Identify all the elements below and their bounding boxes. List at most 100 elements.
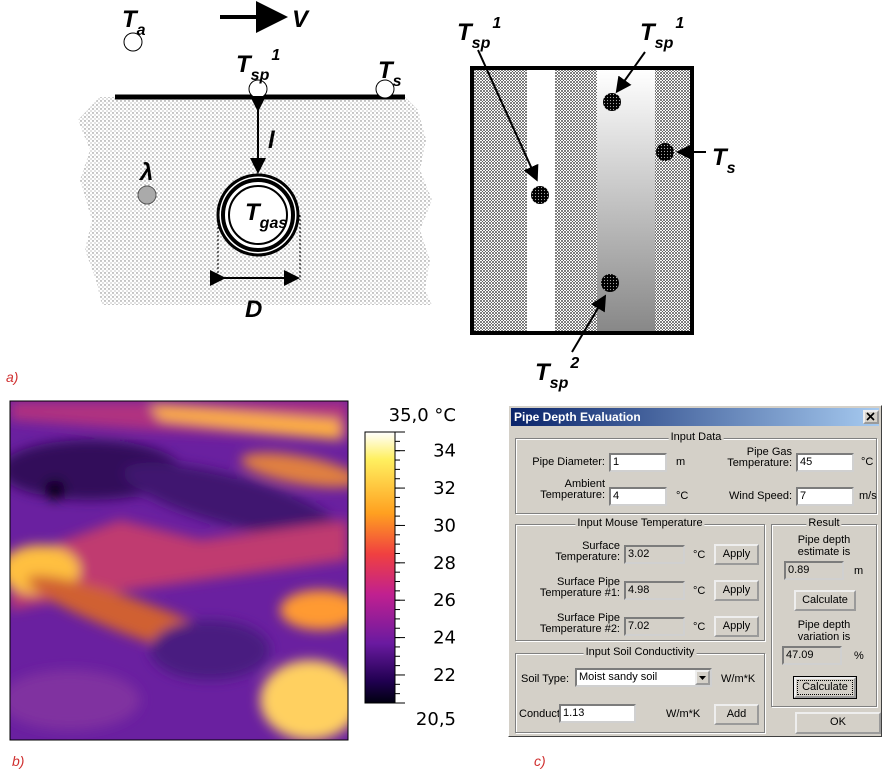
thermal-image [10,401,348,740]
caption: c) [534,753,546,769]
unit: °C [693,549,706,561]
label-sub: sp [472,35,491,52]
label-sub: sp [550,375,569,392]
unit: W/m*K [721,673,756,685]
field-label: Wind Speed: [729,490,792,502]
ok-button[interactable]: OK [795,712,881,734]
diagram-label: Tsp1 [457,15,501,52]
arrow [571,294,607,353]
arrow-icon [699,676,706,680]
tick-label: 26 [433,590,456,611]
pipe [228,185,288,245]
arrow [477,49,539,182]
diagram-label: Ts [378,57,402,90]
label-main: T [236,51,253,78]
diagram-label: Ta [122,6,146,39]
diagram-label: Tsp1 [640,15,684,52]
diagram-label: Ts [712,144,736,177]
label-sub: s [393,73,402,90]
field-label: Pipe Gas Temperature: [727,446,792,469]
group-title: Input Soil Conductivity [583,646,697,658]
group-title: Input Mouse Temperature [575,517,705,529]
label-main: T [640,19,657,46]
sensor [123,32,143,52]
pipe [221,178,295,252]
unit: °C [676,490,689,502]
label-main: T [245,199,262,226]
colorbar [364,431,396,704]
diagram-label: D [245,296,262,323]
text-input[interactable]: 4 [609,487,667,506]
text-input[interactable]: 1 [609,453,667,472]
label-sub: s [727,160,736,177]
unit: m [854,565,864,577]
tick-label: 22 [433,665,456,686]
readonly-input: 47.09 [782,646,842,665]
close-button[interactable] [863,410,879,424]
dropdown-arrow [695,670,710,685]
unit: m [676,456,686,468]
sensor [375,79,395,99]
text-input[interactable]: 1.13 [559,704,636,723]
diagram-label: Tsp1 [236,47,280,84]
sensor [531,186,549,204]
sensor [137,185,157,205]
group-title: Result [806,517,842,529]
diagram-label: Tsp2 [535,355,579,392]
dialog: Pipe Depth Evaluation Input Data Input Mou… [508,405,882,737]
field-label: Surface Pipe Temperature #2: [539,612,620,635]
select-value: Moist sandy soil [579,671,658,683]
result-label: Pipe depth variation is [797,619,851,643]
diagram-label: λ [138,159,153,186]
label-main: T [378,57,395,84]
field-label: Ambient Temperature: [540,478,605,501]
unit: W/m*K [666,708,701,720]
sensor [656,143,674,161]
caption: b) [12,753,24,769]
apply-button[interactable]: Apply [714,616,759,637]
apply-button[interactable]: Apply [714,580,759,601]
label-sub: gas [259,215,288,232]
add-button[interactable]: Add [714,704,759,725]
label-main: T [712,144,729,171]
unit: °C [861,456,874,468]
field-label: Pipe Diameter: [532,456,605,468]
readonly-input: 0.89 [784,561,844,580]
label-sup: 1 [675,15,684,32]
arrow [615,51,646,94]
field-label: Soil Type: [521,673,570,685]
field-label: Surface Pipe Temperature #1: [539,576,620,599]
tick-label: 20,5 [416,709,456,730]
label-sup: 1 [492,15,501,32]
diagram-label: V [292,6,310,33]
tick-label: 34 [433,441,456,462]
readonly-input: 4.98 [624,581,685,600]
title-bar: Pipe Depth Evaluation [511,408,879,426]
tick-label: 28 [433,553,456,574]
readonly-input: 7.02 [624,617,685,636]
image-frame [9,400,349,741]
text-input[interactable]: 7 [796,487,854,506]
calculate-button[interactable]: Calculate [794,590,856,611]
label-sub: a [137,22,146,39]
text-input[interactable]: 45 [796,453,854,472]
unit: °C [693,621,706,633]
label-main: T [122,6,139,33]
strip [597,70,655,331]
tick-label: 24 [433,628,456,649]
sensor [601,274,619,292]
label-sup: 2 [569,355,579,372]
soil-select[interactable]: Moist sandy soil [575,668,712,687]
unit: m/s [859,490,877,502]
calculate-button[interactable]: Calculate [794,677,856,698]
label-main: T [535,359,552,386]
unit: % [854,650,864,662]
label-sub: sp [655,35,674,52]
unit: °C [693,585,706,597]
label-main: T [457,19,474,46]
close-icon [866,412,875,421]
caption: a) [6,369,18,385]
apply-button[interactable]: Apply [714,544,759,565]
